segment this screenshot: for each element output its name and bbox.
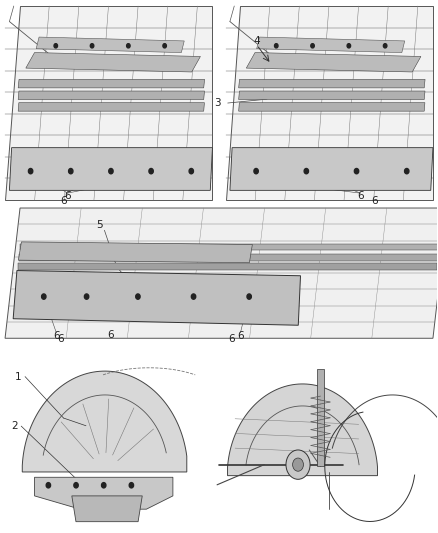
Circle shape	[129, 482, 134, 488]
Text: 6: 6	[60, 196, 67, 206]
Text: 6: 6	[237, 331, 244, 341]
Text: 6: 6	[229, 334, 235, 344]
Polygon shape	[10, 148, 212, 190]
Circle shape	[46, 482, 50, 488]
Polygon shape	[18, 242, 252, 263]
Circle shape	[109, 168, 113, 174]
Polygon shape	[230, 148, 433, 190]
Text: 4: 4	[253, 36, 260, 46]
Circle shape	[293, 458, 304, 471]
Circle shape	[127, 44, 130, 48]
Polygon shape	[20, 244, 438, 251]
Text: 6: 6	[57, 334, 64, 344]
Circle shape	[354, 168, 359, 174]
Circle shape	[85, 294, 89, 299]
Polygon shape	[5, 208, 438, 338]
Circle shape	[189, 168, 194, 174]
Circle shape	[254, 168, 258, 174]
Polygon shape	[18, 103, 205, 111]
Text: 2: 2	[11, 421, 18, 431]
Text: 6: 6	[53, 331, 60, 341]
Circle shape	[102, 482, 106, 488]
Circle shape	[405, 168, 409, 174]
Polygon shape	[226, 6, 433, 200]
Polygon shape	[228, 384, 378, 475]
Circle shape	[69, 168, 73, 174]
Polygon shape	[18, 263, 437, 270]
Circle shape	[74, 482, 78, 488]
Circle shape	[286, 450, 310, 479]
Polygon shape	[246, 53, 421, 72]
Polygon shape	[18, 79, 205, 88]
Polygon shape	[5, 6, 212, 200]
Circle shape	[42, 294, 46, 299]
Circle shape	[304, 168, 308, 174]
Circle shape	[191, 294, 196, 299]
Polygon shape	[13, 271, 300, 325]
Text: 1: 1	[15, 372, 22, 382]
Circle shape	[383, 44, 387, 48]
Text: 6: 6	[371, 196, 378, 206]
Text: 5: 5	[96, 220, 102, 230]
Text: 3: 3	[215, 98, 221, 108]
Polygon shape	[19, 254, 438, 261]
Circle shape	[149, 168, 153, 174]
Circle shape	[28, 168, 33, 174]
Circle shape	[163, 44, 166, 48]
Circle shape	[54, 44, 57, 48]
Text: 6: 6	[107, 329, 114, 340]
Polygon shape	[72, 496, 142, 522]
Polygon shape	[35, 477, 173, 509]
Circle shape	[90, 44, 94, 48]
Polygon shape	[36, 37, 184, 53]
Bar	[317, 369, 324, 466]
Polygon shape	[18, 91, 205, 100]
Circle shape	[311, 44, 314, 48]
Circle shape	[136, 294, 140, 299]
Circle shape	[347, 44, 350, 48]
Text: 6: 6	[64, 191, 71, 201]
Polygon shape	[239, 103, 425, 111]
Circle shape	[275, 44, 278, 48]
Circle shape	[247, 294, 251, 299]
Text: 6: 6	[357, 191, 364, 201]
Polygon shape	[257, 37, 405, 53]
Polygon shape	[22, 371, 187, 472]
Polygon shape	[239, 79, 425, 88]
Polygon shape	[239, 91, 425, 100]
Polygon shape	[26, 53, 201, 72]
